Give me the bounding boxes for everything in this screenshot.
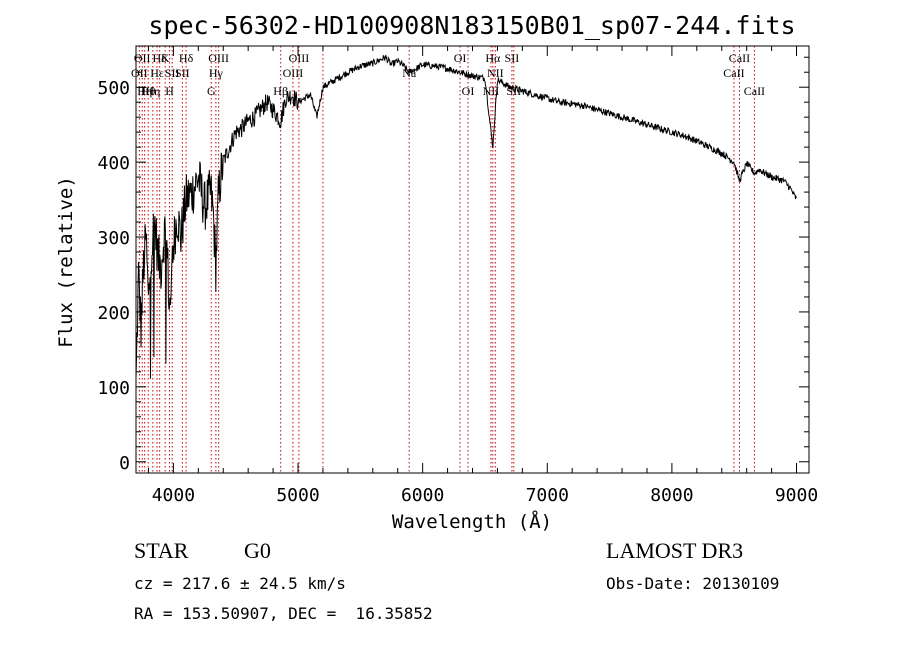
y-axis-label: Flux (relative) [55,176,77,348]
y-tick-label: 0 [119,453,130,474]
x-tick-label: 7000 [526,485,569,506]
line-label: Hβ [273,84,288,98]
line-label: Hε [150,66,164,80]
line-label: H [165,84,174,98]
line-label: K [161,51,170,65]
line-label: SII [505,51,520,65]
line-label: Na [402,66,417,80]
chart-title: spec-56302-HD100908N183150B01_sp07-244.f… [148,11,795,40]
line-label: CaII [729,51,750,65]
spectrum-chart: spec-56302-HD100908N183150B01_sp07-244.f… [55,11,818,533]
y-axis: 0 100 200 300 400 500 [97,56,809,474]
x-axis-label: Wavelength (Å) [392,510,552,533]
y-tick-label: 200 [97,303,130,324]
object-subclass: G0 [244,538,271,563]
line-label: NII [487,66,504,80]
line-labels: OIIOIIHηHθHηHεHδKHSIISIIHδGHγOIIIHβOIIIO… [131,51,765,98]
y-tick-label: 400 [97,153,130,174]
line-label: OII [131,66,148,80]
line-label: Hα [485,51,501,65]
line-label: OIII [283,66,304,80]
line-label: G [207,84,216,98]
line-label: Hδ [153,51,168,65]
x-tick-label: 5000 [276,485,319,506]
line-label: OIII [208,51,229,65]
redshift-cz: cz = 217.6 ± 24.5 km/s [134,574,346,593]
line-label: OI [462,84,475,98]
y-tick-label: 300 [97,228,130,249]
obs-date: Obs-Date: 20130109 [606,574,780,593]
line-markers [138,46,755,473]
line-label: OII [134,51,151,65]
line-label: CaII [723,66,744,80]
object-class: STAR [134,538,189,563]
line-label: OIII [289,51,310,65]
survey-label: LAMOST DR3 [606,538,744,563]
x-axis: 4000 5000 6000 7000 8000 9000 [147,46,818,506]
line-label: Hδ [179,51,194,65]
plot-frame [135,45,810,474]
y-tick-label: 100 [97,378,130,399]
spectrum-line [135,54,797,379]
line-label: OI [454,51,467,65]
line-label: SII [165,66,180,80]
coordinates: RA = 153.50907, DEC = 16.35852 [134,604,433,623]
y-tick-label: 500 [97,78,130,99]
line-label: Hγ [209,66,224,80]
x-tick-label: 4000 [152,485,195,506]
x-tick-label: 6000 [401,485,444,506]
line-label: CaII [744,84,765,98]
line-label: Hη [145,84,160,98]
line-label: SII [175,66,190,80]
x-tick-label: 9000 [775,485,818,506]
x-tick-label: 8000 [650,485,693,506]
